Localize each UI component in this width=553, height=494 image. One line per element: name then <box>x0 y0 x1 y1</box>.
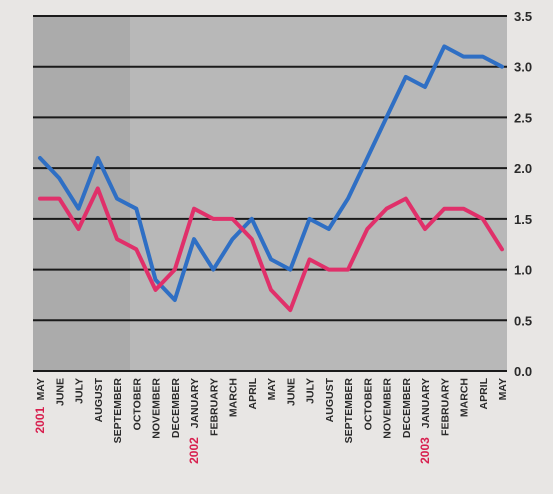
x-tick-label: JANUARY <box>189 378 201 428</box>
x-tick-label: NOVEMBER <box>151 378 163 439</box>
x-tick-label: AUGUST <box>93 377 105 422</box>
x-tick-label: OCTOBER <box>362 378 374 431</box>
x-tick-label: AUGUST <box>324 377 336 422</box>
x-tick-label: SEPTEMBER <box>112 378 124 444</box>
y-tick-label: 2.5 <box>514 110 532 125</box>
x-tick-label: NOVEMBER <box>382 378 394 439</box>
plot-area-right <box>130 16 507 371</box>
series-lines <box>38 44 504 313</box>
x-tick-label: MARCH <box>228 378 240 417</box>
y-tick-label: 2.0 <box>514 161 532 176</box>
y-tick-label: 1.5 <box>514 212 532 227</box>
x-tick-label: DECEMBER <box>170 378 182 439</box>
x-tick-label: FEBRUARY <box>208 378 220 436</box>
x-tick-label: MAY <box>497 378 509 400</box>
y-tick-label: 3.5 <box>514 9 532 24</box>
x-tick-label: JULY <box>305 378 317 404</box>
x-tick-label: SEPTEMBER <box>343 378 355 444</box>
y-axis-ticks: 0.0 0.5 1.0 1.5 2.0 2.5 3.0 3.5 <box>514 9 532 379</box>
x-tick-label: JANUARY <box>420 378 432 428</box>
y-tick-label: 1.0 <box>514 263 532 278</box>
year-label: 2002 <box>187 437 201 464</box>
x-tick-label: FEBRUARY <box>439 378 451 436</box>
y-tick-label: 0.5 <box>514 313 532 328</box>
x-tick-label: MARCH <box>459 378 471 417</box>
y-tick-label: 0.0 <box>514 364 532 379</box>
gridlines <box>33 15 507 372</box>
x-tick-label: JUNE <box>285 378 297 406</box>
y-tick-label: 3.0 <box>514 60 532 75</box>
year-markers: 2001 2002 2003 <box>33 406 432 463</box>
x-axis-ticks: MAY JUNE JULY AUGUST SEPTEMBER OCTOBER NOVEMBE… <box>35 377 509 443</box>
x-tick-label: JUNE <box>54 378 66 406</box>
year-label: 2001 <box>33 406 47 433</box>
x-tick-label: OCTOBER <box>131 378 143 431</box>
x-tick-label: APRIL <box>478 377 490 409</box>
x-tick-label: MAY <box>35 378 47 400</box>
x-tick-label: DECEMBER <box>401 378 413 439</box>
year-label: 2003 <box>418 437 432 464</box>
x-tick-label: MAY <box>266 378 278 400</box>
x-tick-label: APRIL <box>247 377 259 409</box>
x-tick-label: JULY <box>74 378 86 404</box>
